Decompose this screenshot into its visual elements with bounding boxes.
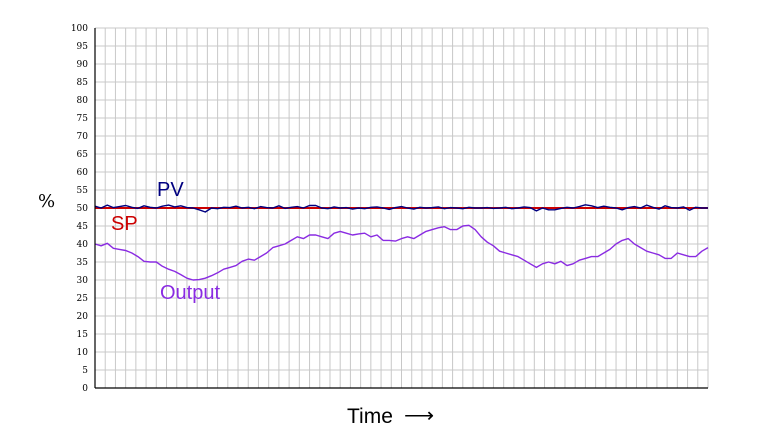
y-tick-label: 95 <box>77 42 89 52</box>
y-tick-label: 25 <box>77 294 89 304</box>
y-axis-label: % <box>38 191 55 212</box>
y-tick-label: 5 <box>82 366 88 376</box>
series-line-output <box>94 224 709 281</box>
y-tick-label: 90 <box>77 60 89 70</box>
y-tick-label: 10 <box>77 348 89 358</box>
axes <box>94 28 708 389</box>
y-tick-label: 15 <box>77 330 89 340</box>
y-tick-label: 35 <box>77 258 89 268</box>
y-tick-label: 70 <box>77 132 89 142</box>
x-axis-arrow: ⟶ <box>404 404 434 427</box>
y-tick-label: 50 <box>77 204 89 214</box>
y-tick-label: 60 <box>77 168 89 178</box>
y-tick-label: 55 <box>77 186 89 196</box>
y-tick-label: 65 <box>77 150 89 160</box>
y-tick-label: 30 <box>77 276 89 286</box>
y-tick-label: 80 <box>77 96 89 106</box>
y-tick-label: 0 <box>82 384 88 394</box>
x-axis-label: Time <box>347 405 393 428</box>
y-tick-label: 100 <box>71 24 88 34</box>
y-tick-labels: 0 5 10 15 20 25 30 35 40 45 50 55 60 65 70 75 80 85 90 95 10… <box>71 24 88 394</box>
y-tick-label: 20 <box>77 312 89 322</box>
y-tick-label: 75 <box>77 114 89 124</box>
series-label-sp: SP <box>111 213 138 235</box>
series-label-pv: PV <box>157 179 184 201</box>
y-tick-label: 40 <box>77 240 89 250</box>
series-lines <box>94 204 709 281</box>
series-line-pv <box>94 204 708 213</box>
series-label-output: Output <box>160 282 220 304</box>
y-tick-label: 45 <box>77 222 89 232</box>
y-tick-label: 85 <box>77 78 89 88</box>
